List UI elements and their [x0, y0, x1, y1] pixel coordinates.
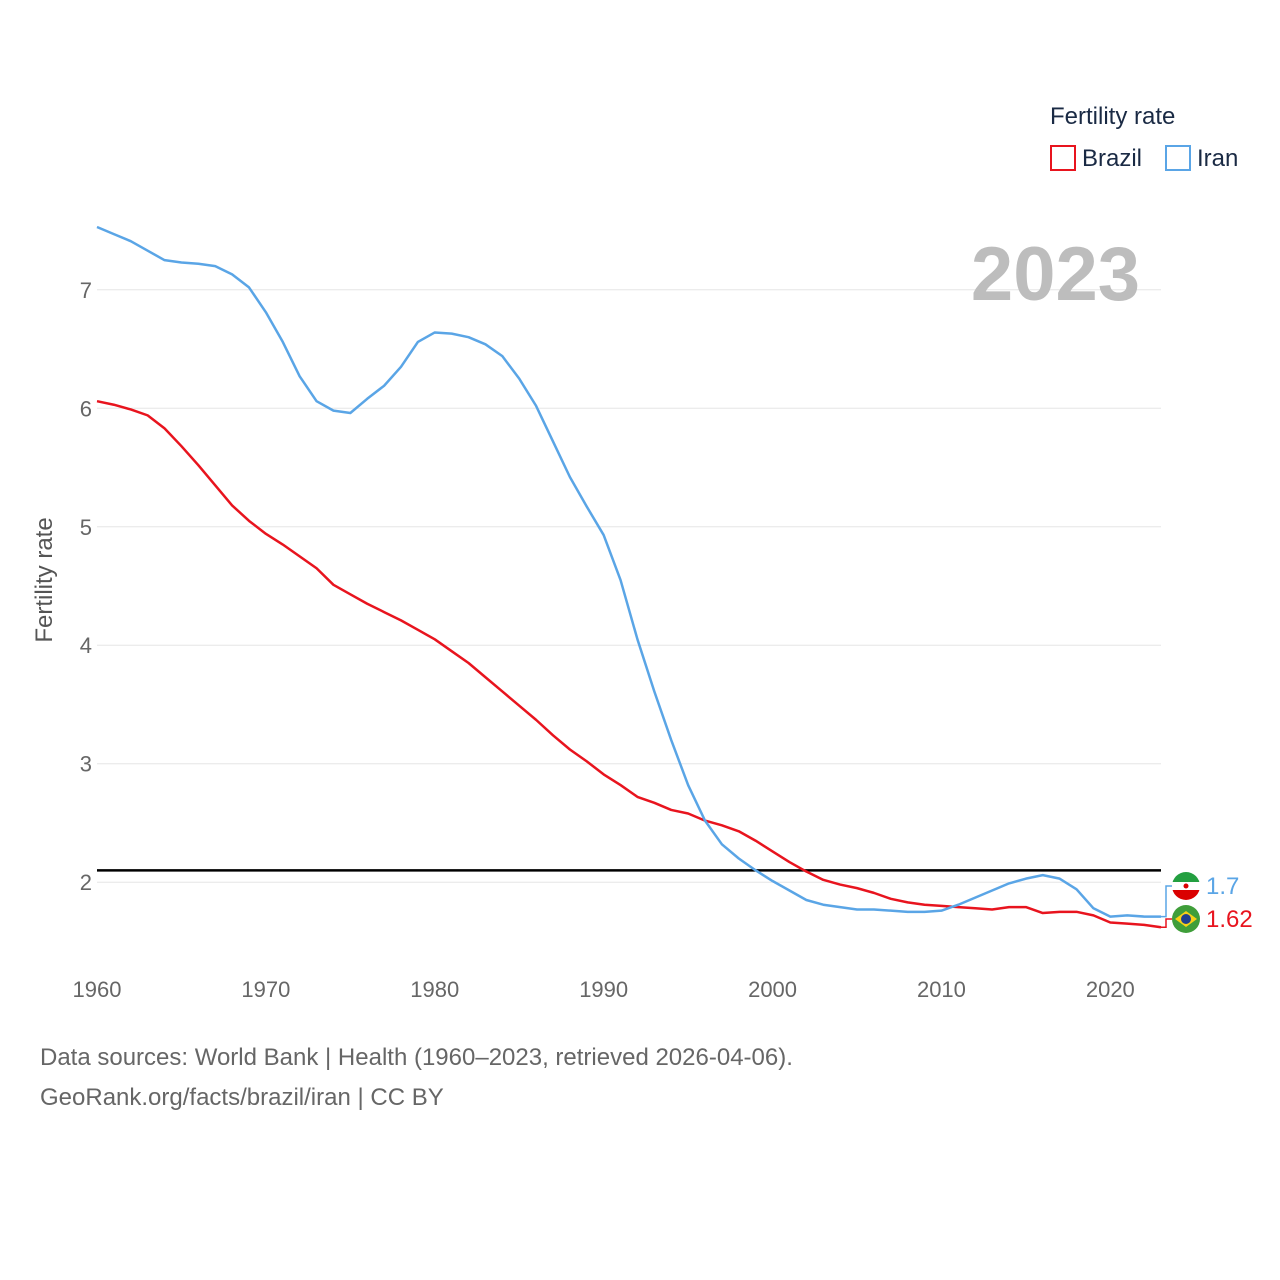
y-tick-label: 6 — [80, 396, 92, 421]
x-tick-label: 2010 — [917, 977, 966, 1002]
y-tick-label: 3 — [80, 752, 92, 777]
legend-label-brazil[interactable]: Brazil — [1082, 145, 1142, 172]
brazil-flag-icon — [1172, 905, 1200, 933]
legend-title: Fertility rate — [1050, 103, 1175, 130]
series-line-brazil[interactable] — [96, 399, 1162, 929]
x-tick-label: 1980 — [410, 977, 459, 1002]
legend-swatch-brazil[interactable] — [1050, 145, 1076, 171]
x-tick-label: 1990 — [579, 977, 628, 1002]
x-tick-label: 2020 — [1086, 977, 1135, 1002]
series-line-iran[interactable] — [96, 225, 1161, 918]
data-source-note: Data sources: World Bank | Health (1960–… — [40, 1044, 793, 1071]
end-markers: 1.62 1.7 — [1161, 872, 1253, 933]
x-axis-ticks: 1960 1970 1980 1990 2000 2010 2020 — [73, 977, 1135, 1002]
y-tick-label: 4 — [80, 633, 92, 658]
fertility-rate-chart: 2 3 4 5 6 7 1960 1970 1980 1990 2000 2010 2020 Fert… — [31, 103, 1253, 1002]
legend-swatch-iran[interactable] — [1165, 145, 1191, 171]
y-tick-label: 2 — [80, 870, 92, 895]
end-value-label-iran: 1.7 — [1206, 873, 1239, 900]
series-lines — [96, 225, 1162, 929]
legend: Fertility rate Brazil Iran — [1050, 103, 1238, 172]
end-marker-iran: 1.7 — [1161, 872, 1239, 918]
credit-link[interactable]: GeoRank.org/facts/brazil/iran | CC BY — [40, 1084, 444, 1111]
y-axis-title: Fertility rate — [31, 517, 58, 642]
x-tick-label: 1960 — [73, 977, 122, 1002]
y-tick-label: 7 — [80, 278, 92, 303]
iran-flag-icon — [1172, 872, 1200, 900]
legend-label-iran[interactable]: Iran — [1197, 145, 1238, 172]
x-tick-label: 1970 — [241, 977, 290, 1002]
gridlines — [97, 289, 1161, 883]
x-tick-label: 2000 — [748, 977, 797, 1002]
y-axis-ticks: 2 3 4 5 6 7 — [80, 278, 92, 895]
year-label: 2023 — [971, 232, 1140, 317]
end-marker-brazil: 1.62 — [1161, 905, 1253, 933]
end-connector — [1161, 885, 1172, 918]
y-tick-label: 5 — [80, 515, 92, 540]
end-connector — [1161, 918, 1172, 928]
end-value-label-brazil: 1.62 — [1206, 906, 1253, 933]
